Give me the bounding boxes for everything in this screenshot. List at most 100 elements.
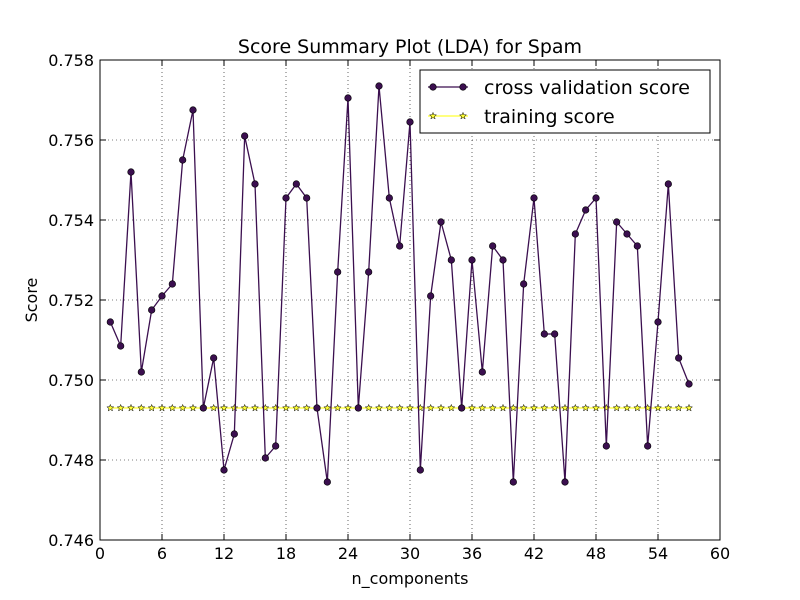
data-point: [571, 230, 579, 238]
data-point: [385, 194, 393, 202]
data-point: [396, 242, 404, 250]
data-point: [168, 280, 176, 288]
data-point: [488, 403, 497, 412]
data-point: [271, 403, 280, 412]
series-0: [106, 82, 693, 486]
data-point: [250, 403, 260, 412]
data-point: [158, 292, 166, 300]
data-point: [147, 403, 156, 412]
data-point: [323, 478, 331, 486]
data-point: [261, 454, 269, 462]
data-point: [644, 442, 652, 450]
x-tick-label: 54: [648, 544, 668, 563]
data-point: [281, 403, 291, 412]
data-point: [209, 403, 218, 412]
data-point: [467, 403, 477, 412]
data-point: [137, 368, 145, 376]
data-point: [520, 280, 528, 288]
legend-label: training score: [484, 106, 615, 128]
legend-marker: [428, 111, 438, 120]
data-point: [426, 403, 435, 412]
data-point: [148, 306, 156, 314]
data-point: [374, 403, 384, 412]
data-point: [633, 403, 642, 412]
data-point: [199, 404, 207, 412]
data-point: [551, 330, 559, 338]
data-point: [613, 218, 621, 226]
data-point: [106, 403, 115, 412]
data-point: [127, 168, 135, 176]
y-tick-label: 0.750: [48, 371, 94, 390]
data-point: [478, 368, 486, 376]
legend-marker: [458, 111, 468, 120]
data-point: [137, 403, 146, 412]
data-point: [364, 403, 373, 412]
data-point: [375, 82, 383, 90]
data-point: [540, 403, 549, 412]
data-point: [292, 403, 301, 412]
data-point: [468, 256, 476, 264]
data-point: [126, 403, 136, 412]
data-point: [157, 403, 167, 412]
data-point: [437, 218, 445, 226]
legend: cross validation score training score: [419, 69, 711, 134]
data-point: [251, 180, 259, 188]
data-point: [571, 403, 580, 412]
data-point: [427, 292, 435, 300]
y-tick-label: 0.748: [48, 451, 94, 470]
data-point: [664, 180, 672, 188]
data-point: [602, 403, 611, 412]
data-point: [179, 156, 187, 164]
data-point: [323, 403, 332, 412]
ticks: 0 6 12 18 24 30 36 42 48 54 60 0.746 0.748 0.750 0.752…: [48, 51, 730, 563]
legend-marker: [459, 83, 467, 91]
x-tick-label: 18: [276, 544, 296, 563]
data-point: [653, 403, 663, 412]
data-point: [210, 354, 218, 362]
data-point: [106, 318, 114, 326]
data-point: [447, 403, 456, 412]
data-point: [498, 403, 508, 412]
data-point: [344, 94, 352, 102]
data-point: [685, 380, 693, 388]
x-tick-label: 60: [710, 544, 730, 563]
x-tick-label: 0: [95, 544, 105, 563]
data-point: [591, 403, 601, 412]
x-tick-label: 24: [338, 544, 358, 563]
data-point: [241, 132, 249, 140]
x-axis-label: n_components: [352, 569, 469, 589]
data-point: [684, 403, 694, 412]
data-point: [292, 180, 300, 188]
x-tick-label: 6: [157, 544, 167, 563]
data-point: [178, 403, 187, 412]
data-point: [499, 256, 507, 264]
data-point: [406, 118, 414, 126]
legend-marker: [429, 83, 437, 91]
data-point: [302, 403, 311, 412]
data-point: [416, 403, 425, 412]
data-point: [117, 342, 125, 350]
data-point: [219, 403, 229, 412]
y-tick-label: 0.746: [48, 531, 94, 550]
data-point: [395, 403, 404, 412]
y-tick-label: 0.756: [48, 131, 94, 150]
x-tick-label: 30: [400, 544, 420, 563]
data-point: [664, 403, 673, 412]
data-point: [458, 404, 466, 412]
data-point: [405, 403, 415, 412]
data-point: [489, 242, 497, 250]
chart-title: Score Summary Plot (LDA) for Spam: [238, 36, 582, 58]
data-point: [509, 478, 517, 486]
data-point: [168, 403, 177, 412]
data-point: [365, 268, 373, 276]
legend-label: cross validation score: [484, 77, 690, 99]
data-point: [333, 403, 342, 412]
data-point: [343, 403, 353, 412]
y-tick-label: 0.754: [48, 211, 94, 230]
data-point: [385, 403, 394, 412]
data-point: [633, 242, 641, 250]
data-point: [282, 194, 290, 202]
data-point: [447, 256, 455, 264]
data-point: [550, 403, 559, 412]
